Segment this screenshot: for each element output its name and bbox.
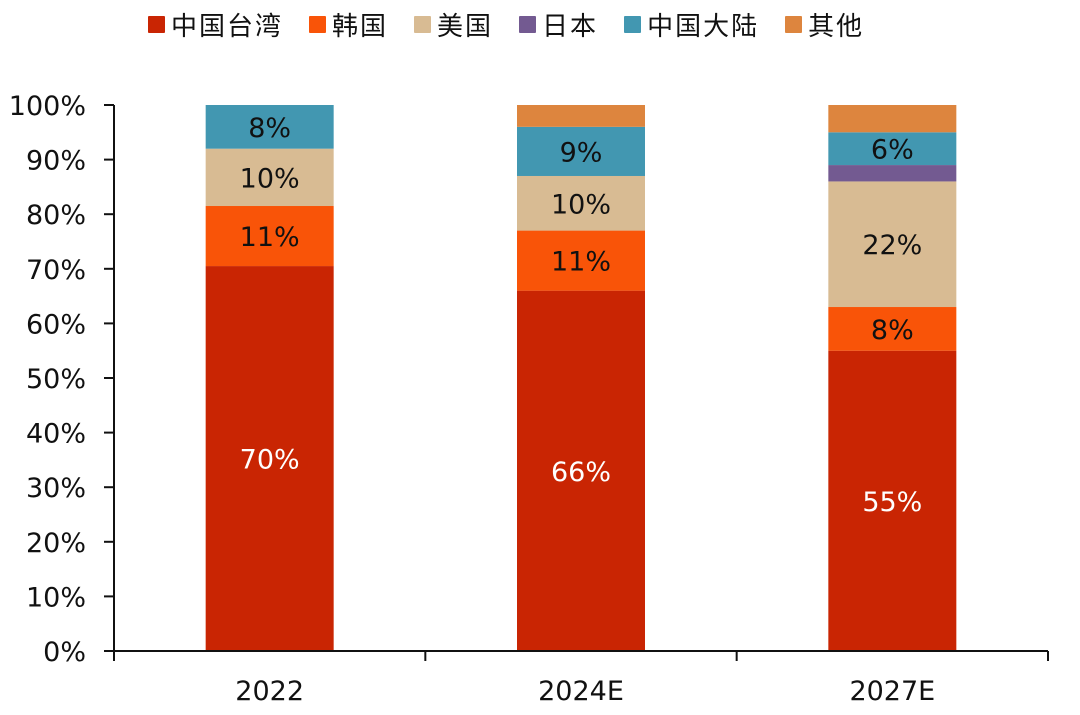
legend-label: 中国大陆 bbox=[647, 11, 760, 42]
legend-swatch bbox=[519, 15, 537, 33]
legend-item: 韩国 bbox=[309, 6, 388, 43]
legend-label: 美国 bbox=[437, 11, 494, 42]
legend-item: 日本 bbox=[519, 6, 598, 43]
y-tick-label: 40% bbox=[26, 419, 86, 450]
legend-item: 美国 bbox=[414, 6, 493, 43]
legend-label: 韩国 bbox=[332, 11, 389, 42]
bar-segment bbox=[828, 105, 957, 133]
bar-segment bbox=[828, 350, 957, 651]
data-label: 22% bbox=[862, 230, 922, 261]
bar-segment bbox=[205, 105, 334, 149]
legend: 中国台湾 韩国 美国 日本 中国大陆 其他 bbox=[148, 6, 890, 42]
y-tick-label: 20% bbox=[26, 528, 86, 559]
y-tick-label: 30% bbox=[26, 473, 86, 504]
data-label: 8% bbox=[871, 315, 914, 346]
bar-segment bbox=[828, 132, 957, 166]
bar-segment bbox=[205, 206, 334, 267]
legend-swatch bbox=[624, 15, 642, 33]
data-label: 10% bbox=[551, 189, 611, 220]
data-label: 9% bbox=[560, 137, 603, 168]
bar-segment bbox=[517, 290, 645, 651]
legend-swatch bbox=[148, 15, 165, 33]
bar-segment bbox=[828, 181, 957, 308]
legend-item: 中国台湾 bbox=[148, 6, 283, 43]
x-tick-label: 2022 bbox=[235, 676, 304, 707]
legend-label: 日本 bbox=[542, 11, 599, 42]
bar-segment bbox=[828, 165, 957, 182]
legend-swatch bbox=[309, 15, 327, 33]
legend-item: 中国大陆 bbox=[624, 6, 759, 43]
data-label: 6% bbox=[871, 135, 914, 166]
bar-segment bbox=[517, 105, 645, 127]
legend-swatch bbox=[414, 15, 432, 33]
y-tick-label: 70% bbox=[26, 255, 86, 286]
data-label: 55% bbox=[862, 487, 922, 518]
bar-segment bbox=[205, 148, 334, 207]
data-label: 70% bbox=[240, 445, 300, 476]
bar-segment bbox=[517, 175, 645, 231]
bar-segment bbox=[517, 126, 645, 176]
data-label: 8% bbox=[248, 113, 291, 144]
legend-label: 其他 bbox=[808, 11, 865, 42]
data-label: 10% bbox=[240, 163, 300, 194]
y-tick-label: 60% bbox=[26, 309, 86, 340]
y-tick-label: 10% bbox=[26, 582, 86, 613]
data-label: 11% bbox=[240, 222, 300, 253]
y-tick-label: 50% bbox=[26, 364, 86, 395]
y-tick-label: 90% bbox=[26, 146, 86, 177]
bar-segment bbox=[828, 307, 957, 351]
bar-segment bbox=[205, 266, 334, 651]
y-tick-label: 0% bbox=[43, 637, 86, 668]
legend-item: 其他 bbox=[785, 6, 864, 43]
data-label: 66% bbox=[551, 457, 611, 488]
bar-segment bbox=[517, 230, 645, 291]
x-tick-label: 2024E bbox=[538, 676, 624, 707]
data-label: 11% bbox=[551, 247, 611, 278]
y-tick-label: 80% bbox=[26, 200, 86, 231]
legend-swatch bbox=[785, 15, 803, 33]
legend-label: 中国台湾 bbox=[171, 11, 284, 42]
y-tick-label: 100% bbox=[9, 91, 86, 122]
x-tick-label: 2027E bbox=[849, 676, 935, 707]
